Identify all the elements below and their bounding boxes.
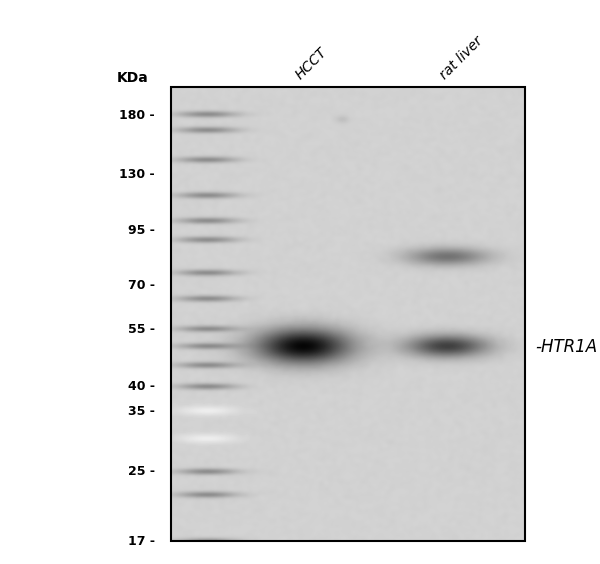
Text: 40 -: 40 - [128,380,155,393]
Text: 180 -: 180 - [119,109,155,122]
Text: 95 -: 95 - [128,224,155,237]
Text: HCCT: HCCT [293,45,330,82]
Bar [171,87,525,541]
Text: 35 -: 35 - [128,404,155,417]
Text: -HTR1A: -HTR1A [535,338,598,355]
Text: 130 -: 130 - [119,168,155,180]
Text: 70 -: 70 - [128,279,155,292]
Text: KDa: KDa [117,70,149,85]
Text: 17 -: 17 - [128,535,155,548]
Text: 25 -: 25 - [128,465,155,478]
Text: rat liver: rat liver [437,33,485,82]
Text: 55 -: 55 - [128,323,155,336]
